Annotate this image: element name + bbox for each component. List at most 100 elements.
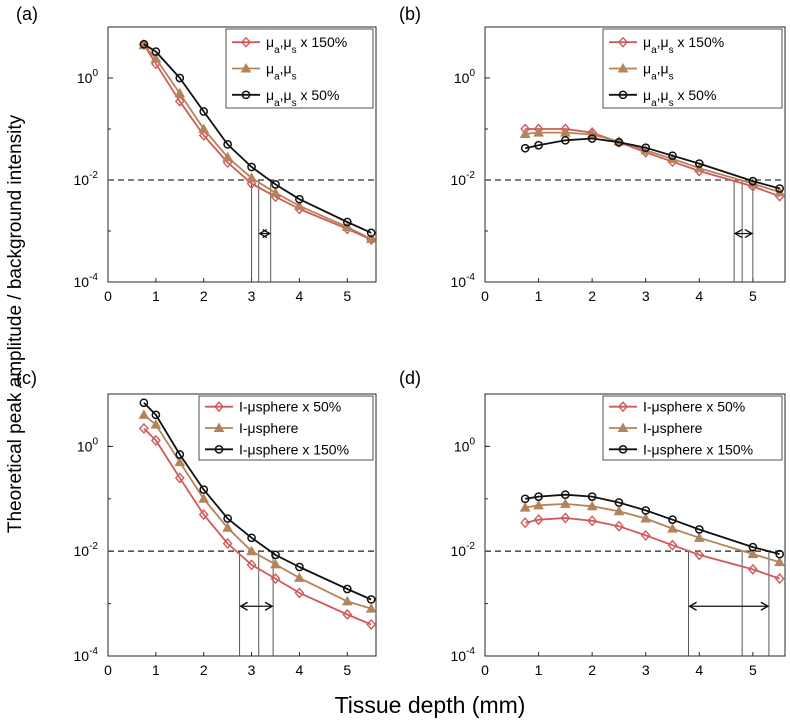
y-tick-label: 10-2 <box>74 541 99 559</box>
legend-label: μa,μs x 150% <box>266 34 347 56</box>
data-point <box>365 233 377 243</box>
x-tick-label: 0 <box>104 288 112 304</box>
series-line <box>525 517 780 580</box>
legend-label: I-μsphere x 150% <box>643 441 753 457</box>
data-point <box>341 595 353 606</box>
data-point <box>641 506 651 515</box>
data-point <box>342 584 352 594</box>
legend-marker <box>618 90 628 100</box>
data-point <box>222 522 233 532</box>
data-point <box>775 184 784 193</box>
legend-label: μa,μs x 50% <box>266 87 339 109</box>
series-line <box>143 414 372 610</box>
range-arrow <box>688 601 770 611</box>
data-point <box>271 180 280 189</box>
legend-label: I-μsphere x 50% <box>643 399 745 415</box>
series-line <box>525 502 780 563</box>
data-point <box>270 558 281 569</box>
y-tick-label: 10-4 <box>74 646 99 664</box>
panel-label: (a) <box>16 4 38 24</box>
data-point <box>774 573 785 585</box>
legend-marker <box>618 401 628 413</box>
legend-marker <box>618 444 628 454</box>
data-point <box>270 573 281 585</box>
legend: I-μsphere x 50% I-μsphere I-μsphere x 150% <box>198 395 374 461</box>
data-point <box>174 87 186 98</box>
x-tick-label: 5 <box>343 662 351 678</box>
panel-label: (d) <box>399 368 421 388</box>
series-line <box>143 402 372 601</box>
legend-label: μa,μs <box>643 61 674 83</box>
series-line <box>143 44 372 241</box>
y-tick-label: 10-4 <box>74 272 99 290</box>
data-point <box>138 422 149 435</box>
series-line <box>525 137 780 190</box>
data-point <box>247 162 256 172</box>
y-tick-label: 10-4 <box>451 272 476 290</box>
legend-marker <box>617 62 629 73</box>
data-point <box>667 539 678 551</box>
data-point <box>138 409 150 419</box>
data-point <box>366 228 376 238</box>
x-tick-label: 1 <box>152 662 160 678</box>
series-line <box>525 128 780 198</box>
data-point <box>520 494 530 504</box>
data-point <box>614 137 624 147</box>
data-point <box>519 128 531 138</box>
figure-x-axis-label: Tissue depth (mm) <box>335 692 526 718</box>
data-point <box>223 140 232 149</box>
y-tick-label: 100 <box>454 436 476 454</box>
data-point <box>366 595 376 604</box>
y-tick-label: 100 <box>77 436 99 454</box>
series-line <box>143 427 372 626</box>
data-point <box>613 505 625 516</box>
data-point <box>748 176 758 186</box>
x-tick-label: 4 <box>695 288 703 304</box>
figure-y-axis-label: Theoretical peak amplitude / background … <box>5 114 26 533</box>
data-point <box>586 500 598 511</box>
legend-label: I-μsphere <box>643 420 703 436</box>
data-point <box>342 608 353 621</box>
legend-label: μa,μs x 50% <box>643 87 716 109</box>
data-point <box>640 513 652 523</box>
data-point <box>748 542 758 552</box>
x-tick-label: 2 <box>588 662 596 678</box>
data-point <box>223 514 232 523</box>
data-point <box>747 563 758 575</box>
data-point <box>341 221 353 231</box>
y-tick-label: 10-2 <box>451 541 476 559</box>
y-tick-label: 10-2 <box>74 170 99 188</box>
data-point <box>613 520 624 532</box>
legend-label: I-μsphere x 150% <box>239 441 349 457</box>
legend: μa,μs x 150% μa,μs μa,μs x 50% <box>225 28 374 109</box>
data-point <box>270 187 281 197</box>
x-tick-label: 5 <box>749 288 757 304</box>
y-tick-label: 100 <box>454 68 476 86</box>
data-point <box>520 517 531 529</box>
data-point <box>587 492 597 501</box>
data-point <box>668 151 677 161</box>
data-point <box>533 127 544 137</box>
data-point <box>174 456 186 467</box>
legend-label: I-μsphere x 50% <box>239 399 341 415</box>
data-point <box>640 529 651 541</box>
series-line <box>143 44 372 240</box>
legend-marker <box>240 62 252 73</box>
data-point <box>560 498 571 508</box>
x-tick-label: 4 <box>296 288 304 304</box>
x-tick-label: 3 <box>642 662 650 678</box>
data-point <box>198 129 209 141</box>
data-point <box>198 123 210 133</box>
range-arrow <box>239 601 274 611</box>
data-point <box>587 515 598 527</box>
data-point <box>199 107 209 116</box>
panel-label: (c) <box>16 368 37 388</box>
legend-marker <box>241 36 251 48</box>
data-point <box>246 178 257 190</box>
x-tick-label: 3 <box>642 288 650 304</box>
data-point <box>775 549 784 559</box>
data-point <box>271 550 280 560</box>
